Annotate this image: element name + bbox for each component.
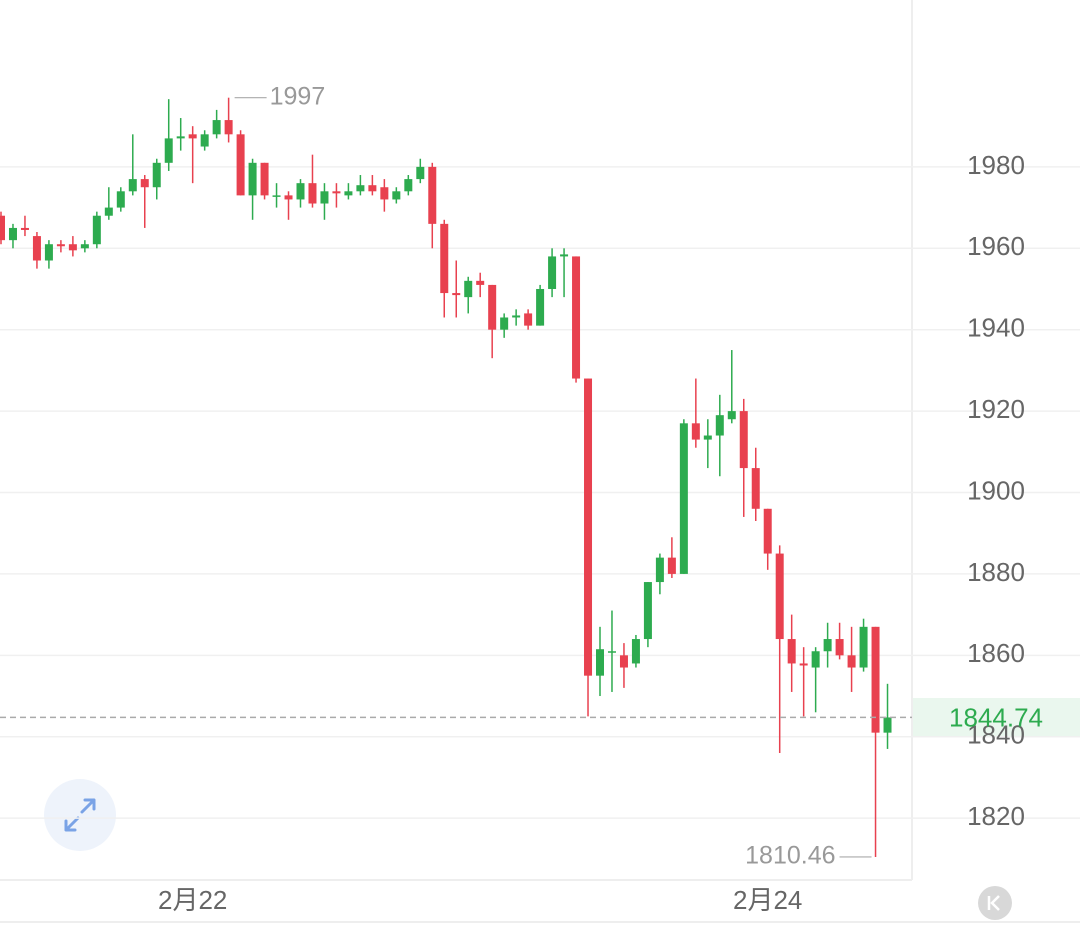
candle-body <box>152 162 161 188</box>
candle-body <box>739 411 748 469</box>
candle-body <box>272 195 281 197</box>
candle-body <box>464 280 473 298</box>
y-tick-label: 1900 <box>967 475 1025 505</box>
candle-body <box>80 244 89 249</box>
candle-body <box>392 191 401 200</box>
candle-body <box>775 553 784 640</box>
candle-body <box>476 280 485 285</box>
candle-body <box>751 468 760 509</box>
candle-body <box>607 651 616 653</box>
expand-icon[interactable] <box>64 798 96 832</box>
candle-body <box>212 120 221 135</box>
candle-body <box>596 649 604 676</box>
candle-body <box>536 288 545 326</box>
candle-body <box>835 639 844 656</box>
candle-body <box>344 191 353 196</box>
candle-body <box>655 557 664 583</box>
candle-body <box>236 134 245 196</box>
candle-body <box>8 227 17 241</box>
candle-body <box>356 185 365 192</box>
y-tick-label: 1920 <box>967 394 1025 424</box>
candle-body <box>847 655 856 668</box>
candle-body <box>667 557 676 574</box>
candle-body <box>20 227 29 230</box>
candle-body <box>308 183 317 204</box>
candle-body <box>68 244 77 251</box>
candle-body <box>296 183 305 200</box>
y-tick-label: 1980 <box>967 150 1025 180</box>
candle-body <box>200 134 209 147</box>
candle-body <box>260 162 269 196</box>
candle-body <box>727 411 736 420</box>
candle-body <box>404 179 413 192</box>
candle-body <box>823 639 832 652</box>
candle-body <box>44 244 53 261</box>
candle-body <box>643 582 652 640</box>
candle-body <box>524 313 533 326</box>
k-bg[interactable] <box>978 886 1012 920</box>
price-label: 1844.74 <box>949 702 1043 732</box>
candle-body <box>703 435 712 440</box>
candle-body <box>428 166 437 224</box>
candle-body <box>715 415 724 436</box>
candle-body <box>548 256 557 289</box>
candle-body <box>859 626 868 668</box>
x-tick-label: 2月24 <box>733 885 802 915</box>
candle-body <box>691 423 700 440</box>
candle-body <box>619 655 628 668</box>
candle-body <box>452 293 461 296</box>
candle-body <box>799 663 808 666</box>
candle-body <box>631 639 640 664</box>
candle-body <box>512 315 521 318</box>
min-label: 1810.46 <box>745 842 835 870</box>
y-tick-label: 1840 <box>967 720 1025 750</box>
candle-body <box>871 626 880 733</box>
price-box <box>912 698 1080 736</box>
candle-body <box>248 162 257 196</box>
candle-body <box>488 284 497 330</box>
k-icon[interactable] <box>987 895 1000 911</box>
candle-body <box>224 120 233 135</box>
expand-bg[interactable] <box>44 779 116 851</box>
y-tick-label: 1880 <box>967 557 1025 587</box>
y-tick-label: 1940 <box>967 313 1025 343</box>
k-button[interactable] <box>978 886 1012 920</box>
candle-body <box>116 191 125 208</box>
candle-body <box>128 179 137 192</box>
candle-body <box>140 179 149 188</box>
candle-body <box>787 639 796 664</box>
candle-body <box>332 191 341 194</box>
candle-body <box>572 256 581 379</box>
candle-body <box>500 317 509 330</box>
y-tick-label: 1820 <box>967 801 1025 831</box>
candle-body <box>763 508 772 554</box>
y-tick-label: 1960 <box>967 231 1025 261</box>
candle-body <box>440 223 449 294</box>
candle-body <box>32 236 41 261</box>
candle-body <box>56 244 65 247</box>
y-tick-label: 1860 <box>967 638 1025 668</box>
candle-body <box>368 185 377 192</box>
candle-body <box>284 195 293 200</box>
candle-body <box>188 134 197 139</box>
candle-body <box>92 215 101 245</box>
candle-body <box>584 378 593 676</box>
x-tick-label: 2月22 <box>158 885 227 915</box>
candle-body <box>883 717 892 733</box>
candle-body <box>811 651 820 668</box>
candle-body <box>416 166 425 180</box>
candle-body <box>380 187 389 200</box>
candle-body <box>176 136 185 139</box>
candle-body <box>0 215 5 241</box>
candle-body <box>320 191 329 204</box>
candle-body <box>679 423 688 574</box>
expand-button[interactable] <box>44 779 116 851</box>
candle-body <box>164 138 173 163</box>
candle-body <box>104 207 113 216</box>
candle-body <box>560 254 569 257</box>
max-label: 1997 <box>270 82 326 110</box>
